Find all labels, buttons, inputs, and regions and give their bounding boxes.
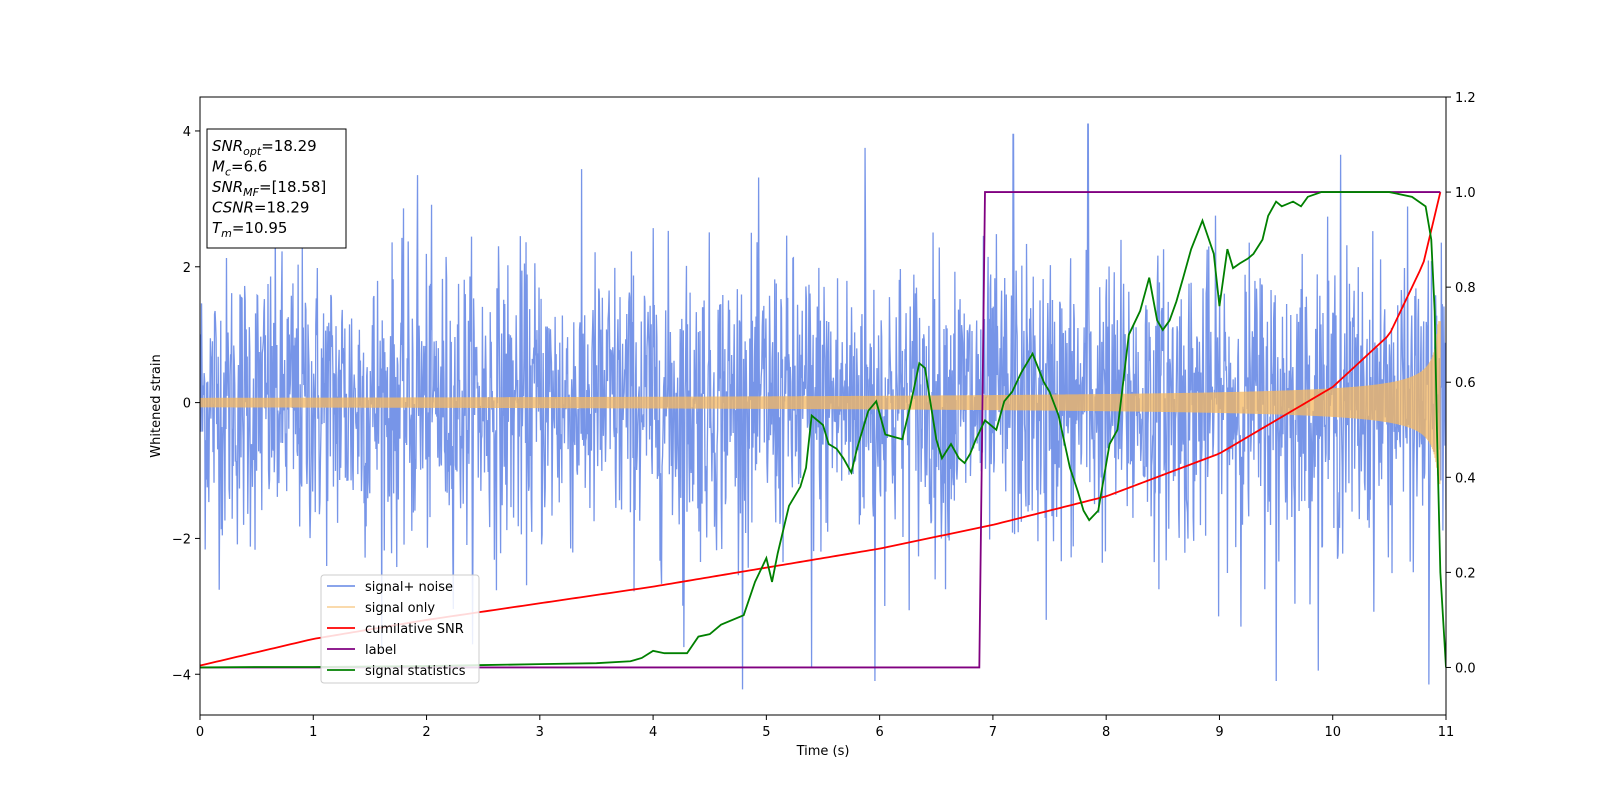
series-signal-statistics xyxy=(200,191,1446,669)
y-tick-label: 0 xyxy=(183,397,191,412)
legend-label: cumilative SNR xyxy=(365,622,464,637)
x-tick-label: 2 xyxy=(422,725,430,740)
series-signal-only xyxy=(200,321,1441,485)
x-tick-label: 4 xyxy=(649,725,657,740)
y-axis-label: Whitened strain xyxy=(149,354,164,457)
x-tick-label: 0 xyxy=(196,725,204,740)
stats-line: SNRopt=18.29 xyxy=(212,137,317,158)
y2-tick-label: 1.0 xyxy=(1455,186,1476,201)
stats-line: CSNR=18.29 xyxy=(212,199,309,217)
x-tick-label: 5 xyxy=(762,725,770,740)
x-tick-label: 10 xyxy=(1324,725,1341,740)
x-tick-label: 11 xyxy=(1438,725,1455,740)
legend: signal+ noise signal only cumilative SNR la… xyxy=(320,574,480,684)
stats-line: SNRMF=[18.58] xyxy=(212,178,326,199)
y2-tick-label: 0.8 xyxy=(1455,281,1476,296)
legend-label: signal statistics xyxy=(365,664,466,679)
x-tick-label: 6 xyxy=(875,725,883,740)
y2-tick-label: 0.4 xyxy=(1455,471,1476,486)
x-tick-label: 7 xyxy=(989,725,997,740)
y2-tick-label: 0.6 xyxy=(1455,376,1476,391)
y2-tick-label: 0.2 xyxy=(1455,566,1476,581)
series-label xyxy=(200,191,1441,669)
legend-label: signal only xyxy=(365,601,435,616)
x-tick-label: 8 xyxy=(1102,725,1110,740)
y2-tick-label: 1.2 xyxy=(1455,91,1476,106)
stats-line: Mc=6.6 xyxy=(212,158,267,179)
x-tick-label: 3 xyxy=(536,725,544,740)
y-tick-label: −2 xyxy=(172,532,191,547)
legend-label: label xyxy=(365,643,396,658)
y2-tick-label: 0.0 xyxy=(1455,661,1476,676)
stats-box: SNRopt=18.29Mc=6.6SNRMF=[18.58]CSNR=18.2… xyxy=(206,128,347,249)
plot-frame xyxy=(199,96,1447,716)
legend-label: signal+ noise xyxy=(365,580,453,595)
x-tick-label: 1 xyxy=(309,725,317,740)
x-tick-label: 9 xyxy=(1215,725,1223,740)
x-axis-label: Time (s) xyxy=(796,744,850,759)
stats-line: Tm=10.95 xyxy=(212,219,287,240)
y-tick-label: −4 xyxy=(172,668,191,683)
y-tick-label: 4 xyxy=(183,125,191,140)
y-tick-label: 2 xyxy=(183,261,191,276)
